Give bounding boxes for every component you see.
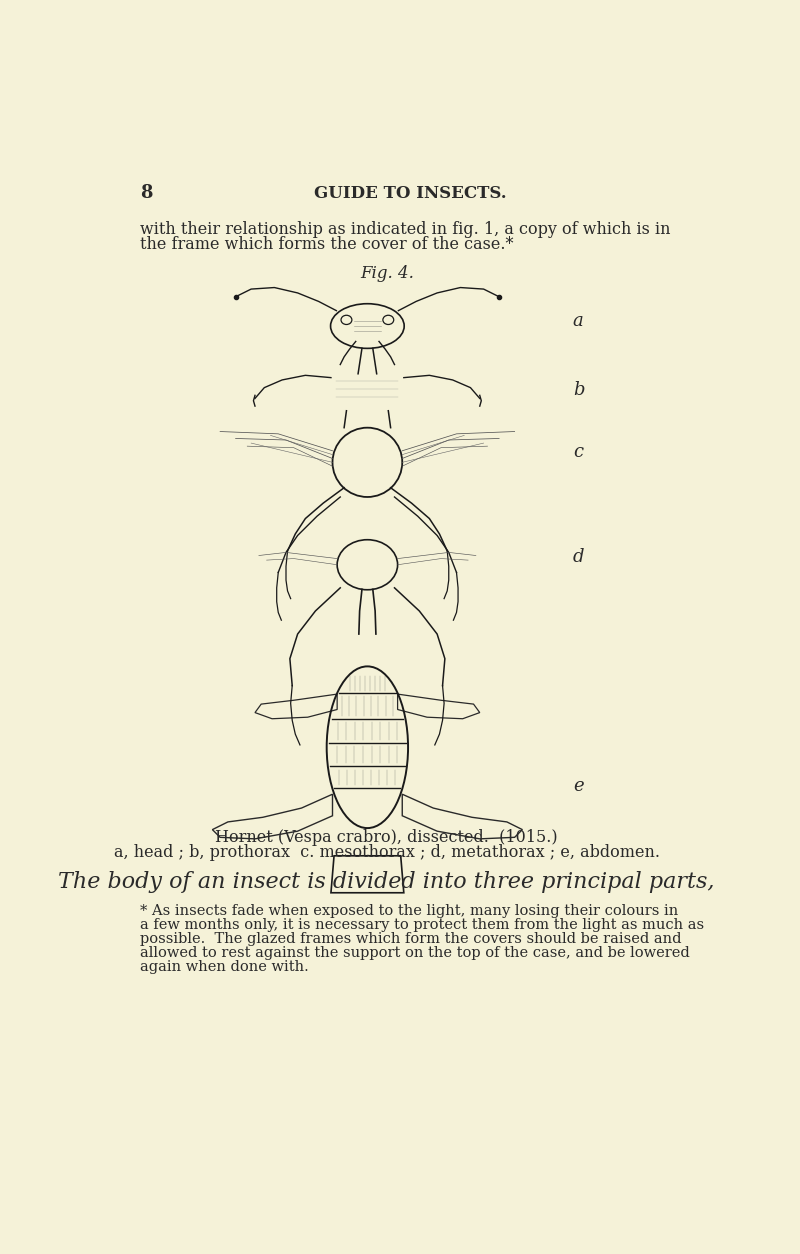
Text: c: c (573, 443, 583, 461)
Text: a, head ; b, prothorax  c. mesothorax ; d, metathorax ; e, abdomen.: a, head ; b, prothorax c. mesothorax ; d… (114, 844, 660, 861)
Text: Fig. 4.: Fig. 4. (360, 265, 414, 282)
Text: possible.  The glazed frames which form the covers should be raised and: possible. The glazed frames which form t… (140, 932, 682, 946)
Text: a: a (573, 312, 583, 330)
Text: b: b (573, 381, 584, 399)
Text: Hornet (Vespa crabro), dissected.  (1015.): Hornet (Vespa crabro), dissected. (1015.… (215, 829, 558, 846)
Text: GUIDE TO INSECTS.: GUIDE TO INSECTS. (314, 186, 506, 202)
Text: the frame which forms the cover of the case.*: the frame which forms the cover of the c… (140, 236, 514, 253)
Text: The body of an insect is divided into three principal parts,: The body of an insect is divided into th… (58, 872, 715, 893)
Text: 8: 8 (140, 184, 153, 202)
Text: * As insects fade when exposed to the light, many losing their colours in: * As insects fade when exposed to the li… (140, 904, 678, 918)
Text: again when done with.: again when done with. (140, 959, 309, 973)
Text: allowed to rest against the support on the top of the case, and be lowered: allowed to rest against the support on t… (140, 946, 690, 959)
Text: d: d (573, 548, 584, 567)
Text: with their relationship as indicated in fig. 1, a copy of which is in: with their relationship as indicated in … (140, 221, 670, 238)
Text: e: e (573, 777, 583, 795)
Text: a few months only, it is necessary to protect them from the light as much as: a few months only, it is necessary to pr… (140, 918, 705, 932)
